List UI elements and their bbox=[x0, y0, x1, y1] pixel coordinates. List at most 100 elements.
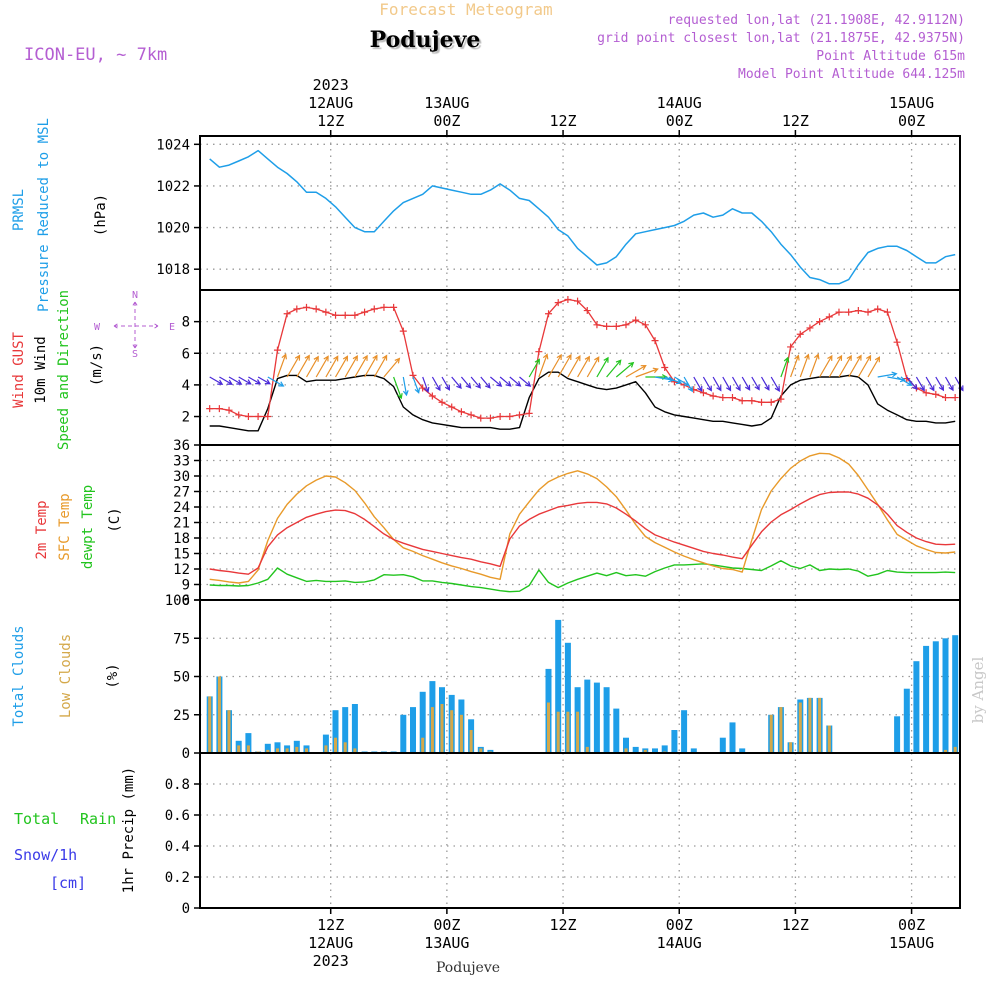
gust-point bbox=[758, 398, 766, 406]
gust-point bbox=[419, 384, 427, 392]
low-cloud-bar bbox=[547, 702, 550, 753]
pressure-label-1: PRMSL bbox=[11, 189, 27, 231]
low-cloud-bar bbox=[276, 748, 279, 753]
total-cloud-bar bbox=[729, 722, 736, 753]
low-cloud-bar bbox=[305, 748, 308, 753]
y-tick-label: 6 bbox=[182, 346, 190, 362]
precip-unit: 1hr Precip (mm) bbox=[121, 767, 137, 893]
gust-point bbox=[796, 330, 804, 338]
gust-point bbox=[467, 411, 475, 419]
wind-arrow bbox=[334, 355, 349, 378]
low-cloud-bar bbox=[324, 745, 328, 753]
gust-point bbox=[903, 375, 911, 383]
gust-point bbox=[738, 397, 746, 405]
total-cloud-bar bbox=[274, 742, 281, 753]
low-cloud-bar bbox=[285, 748, 289, 753]
y-tick-label: 36 bbox=[173, 438, 190, 454]
total-cloud-bar bbox=[623, 737, 629, 753]
total-cloud-bar bbox=[923, 645, 930, 753]
low-cloud-bar bbox=[818, 697, 822, 753]
time-label-bottom: 15AUG bbox=[889, 934, 934, 952]
wind-arrow bbox=[344, 355, 358, 378]
wind-arrow bbox=[906, 376, 918, 391]
gust-point bbox=[206, 405, 214, 413]
gust-point bbox=[767, 398, 775, 406]
gust-point bbox=[399, 327, 407, 335]
gust-point bbox=[332, 311, 340, 319]
pressure-line bbox=[209, 149, 956, 285]
gust-point bbox=[719, 394, 727, 402]
time-label-top: 00Z bbox=[433, 112, 460, 130]
pressure-label-2: Pressure Reduced to MSL bbox=[36, 118, 52, 312]
panel-frame bbox=[199, 135, 961, 291]
precip-label-total: Total bbox=[14, 810, 59, 828]
low-cloud-bar bbox=[469, 730, 473, 753]
total-cloud-bar bbox=[913, 661, 920, 753]
y-tick-label: 18 bbox=[173, 531, 190, 547]
precip-labels: Total Rain Snow/1h [cm] 1hr Precip (mm) bbox=[14, 767, 137, 893]
y-tick-label: 0.6 bbox=[165, 808, 190, 824]
total-cloud-bar bbox=[603, 687, 610, 753]
compass-s: S bbox=[132, 349, 138, 360]
gust-point bbox=[515, 411, 523, 419]
low-cloud-bar bbox=[953, 746, 957, 753]
wind-arrow bbox=[741, 376, 751, 391]
time-label-top: 00Z bbox=[666, 112, 693, 130]
panel-frame bbox=[199, 289, 961, 446]
gust-point bbox=[496, 413, 504, 421]
wind-arrow bbox=[412, 376, 421, 394]
gust-point bbox=[787, 343, 795, 351]
y-tick-label: 1020 bbox=[156, 221, 190, 237]
gust-point bbox=[932, 390, 940, 398]
gust-point bbox=[457, 408, 465, 416]
gust-point bbox=[816, 318, 824, 326]
wind-arrow bbox=[702, 376, 712, 392]
wind-arrow bbox=[470, 376, 482, 389]
low-cloud-bar bbox=[227, 710, 231, 753]
gust-point bbox=[854, 307, 862, 315]
temp-labels: 2m Temp SFC Temp dewpt Temp (C) bbox=[34, 485, 123, 569]
gust-point bbox=[244, 413, 252, 421]
wind-arrow bbox=[867, 356, 881, 378]
wind-arrow bbox=[567, 355, 581, 378]
panel-frame bbox=[199, 444, 961, 601]
total-cloud-bar bbox=[584, 679, 591, 753]
total-cloud-bar bbox=[245, 733, 252, 753]
gust-point bbox=[283, 310, 291, 318]
compass-n: N bbox=[132, 290, 138, 301]
cloud-unit: (%) bbox=[105, 663, 121, 688]
requested-coords: requested lon,lat (21.1908E, 42.9112N) bbox=[668, 13, 965, 28]
low-cloud-bar bbox=[266, 749, 270, 753]
gust-point bbox=[273, 346, 281, 354]
wind-arrow bbox=[305, 355, 319, 378]
total-cloud-bar bbox=[613, 708, 620, 753]
low-cloud-bar bbox=[944, 749, 947, 753]
product-title: Forecast Meteogram bbox=[379, 0, 552, 19]
wind-arrow bbox=[780, 356, 790, 378]
gust-point bbox=[583, 307, 591, 315]
model-altitude: Model Point Altitude 644.125m bbox=[738, 67, 965, 82]
wind-arrow bbox=[228, 376, 243, 385]
wind-arrow bbox=[606, 359, 622, 378]
y-tick-label: 2 bbox=[182, 410, 190, 426]
wind-arrow bbox=[615, 361, 635, 378]
total-cloud-bar bbox=[419, 691, 426, 753]
wind-arrow bbox=[731, 376, 741, 392]
low-cloud-bar bbox=[576, 711, 580, 753]
low-cloud-bar bbox=[479, 748, 483, 753]
gust-point bbox=[264, 413, 272, 421]
wind-arrow bbox=[276, 353, 287, 378]
gust-point bbox=[951, 394, 959, 402]
wind-speed-line bbox=[209, 371, 956, 432]
wind-arrow bbox=[383, 357, 401, 378]
time-label-bottom: 00Z bbox=[898, 916, 925, 934]
time-label-bottom: 12Z bbox=[550, 916, 577, 934]
wind-compass: N W E S bbox=[94, 290, 175, 360]
wind-arrow bbox=[364, 354, 378, 378]
gust-point bbox=[506, 413, 514, 421]
wind-arrow bbox=[267, 376, 285, 387]
time-label-bottom: 13AUG bbox=[424, 934, 469, 952]
wind-arrow bbox=[770, 376, 780, 392]
gust-point bbox=[806, 324, 814, 332]
